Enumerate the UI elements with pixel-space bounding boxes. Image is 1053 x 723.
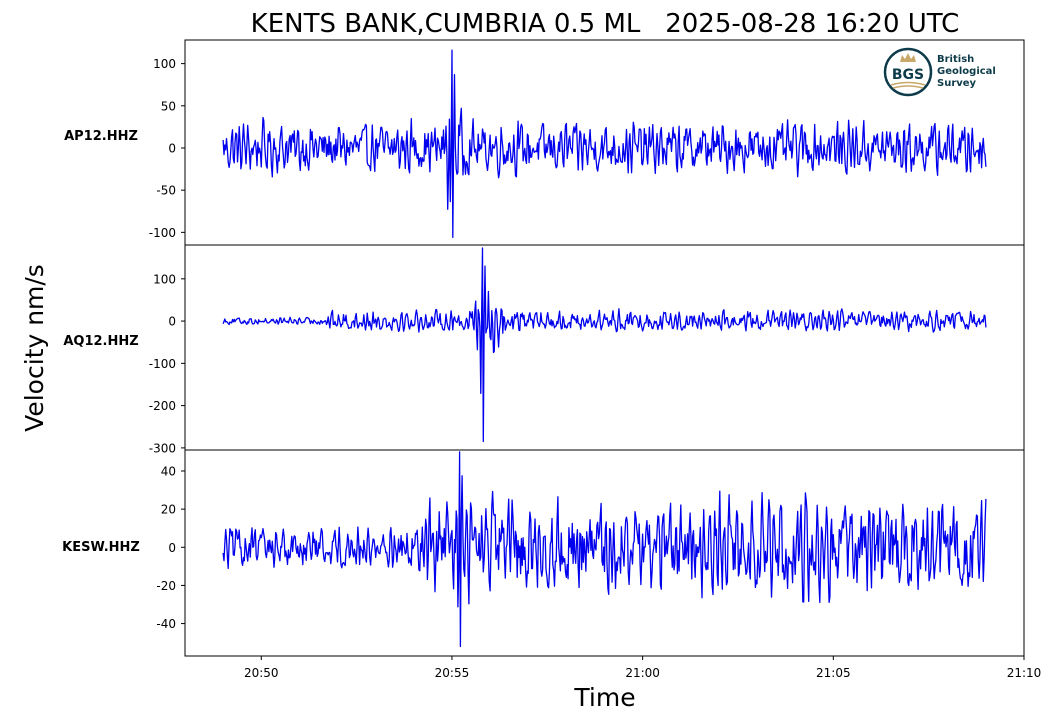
y-axis-label: Velocity nm/s (20, 264, 49, 432)
y-tick-label: -40 (156, 617, 176, 631)
chart-title: KENTS BANK,CUMBRIA 0.5 ML 2025-08-28 16:… (251, 9, 960, 39)
y-tick-label: 40 (161, 464, 176, 478)
y-tick-label: 0 (168, 315, 176, 329)
trace-ap12 (222, 49, 987, 239)
logo-monogram: BGS (892, 67, 924, 83)
y-ticks-kesw: 40 20 0 -20 -40 (156, 464, 185, 631)
x-tick-label: 21:00 (625, 666, 660, 680)
station-label-ap12: AP12.HHZ (64, 129, 138, 144)
station-label-aq12: AQ12.HHZ (63, 334, 138, 349)
y-ticks-aq12: 100 0 -100 -200 -300 (149, 272, 185, 455)
x-axis-label: Time (573, 683, 635, 712)
y-ticks-ap12: 100 50 0 -50 -100 (149, 57, 185, 240)
y-tick-label: 0 (168, 141, 176, 155)
panel-frame-kesw (184, 449, 1025, 657)
panel-ap12: AP12.HHZ 100 50 0 -50 -100 (64, 39, 1025, 246)
trace-kesw (222, 451, 987, 648)
y-tick-label: 100 (153, 272, 176, 286)
y-tick-label: -20 (156, 579, 176, 593)
y-tick-label: 0 (168, 541, 176, 555)
bgs-logo: BGS British Geological Survey (883, 47, 996, 97)
x-tick-label: 20:50 (244, 666, 279, 680)
x-axis-ticks: 20:50 20:55 21:00 21:05 21:10 (244, 656, 1041, 680)
y-tick-label: 50 (161, 99, 176, 113)
logo-text-line-2: Geological (937, 66, 996, 77)
crown-icon (900, 53, 916, 62)
logo-text-line-3: Survey (937, 78, 977, 89)
logo-strata-icon (890, 81, 926, 89)
y-tick-label: -100 (149, 357, 176, 371)
station-label-kesw: KESW.HHZ (62, 540, 140, 555)
x-tick-label: 20:55 (435, 666, 470, 680)
y-tick-label: -300 (149, 441, 176, 455)
y-tick-label: -200 (149, 399, 176, 413)
y-tick-label: -50 (156, 184, 176, 198)
x-tick-label: 21:10 (1007, 666, 1042, 680)
y-tick-label: -100 (149, 226, 176, 240)
trace-aq12 (222, 247, 987, 443)
y-tick-label: 100 (153, 57, 176, 71)
logo-text-line-1: British (937, 54, 974, 65)
panel-kesw: KESW.HHZ 40 20 0 -20 -40 (62, 449, 1025, 657)
y-tick-label: 20 (161, 503, 176, 517)
x-tick-label: 21:05 (816, 666, 851, 680)
